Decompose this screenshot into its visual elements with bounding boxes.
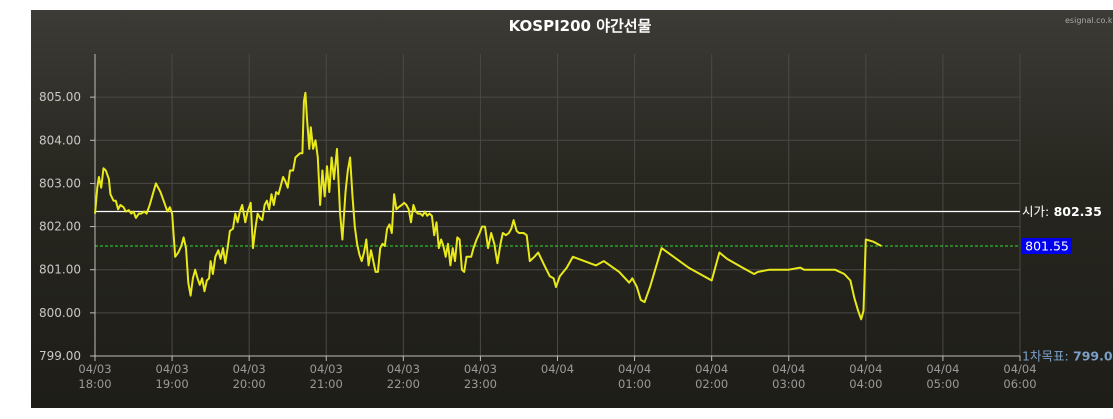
x-tick-date: 04/04	[772, 362, 805, 376]
grid	[94, 54, 1021, 357]
x-tick-time: 01:00	[618, 377, 651, 391]
y-tick-label: 801.00	[39, 263, 81, 277]
x-tick-date: 04/03	[156, 362, 189, 376]
x-tick-time: 02:00	[695, 377, 728, 391]
axes: 805.00 804.00 803.00 802.00 801.00 800.00 799.…	[39, 54, 1037, 391]
x-tick-date: 04/04	[849, 362, 882, 376]
x-tick-time: 21:00	[310, 377, 343, 391]
y-tick-label: 805.00	[39, 90, 81, 104]
annotation-layer: 시가: 802.35 801.55 1차목표: 799.00	[1022, 204, 1113, 364]
x-tick-time: 23:00	[464, 377, 497, 391]
x-tick-date: 04/03	[310, 362, 343, 376]
chart-source: esignal.co.kr	[1065, 16, 1113, 25]
y-tick-label: 803.00	[39, 176, 81, 190]
x-tick-time: 22:00	[387, 377, 420, 391]
chart-panel: KOSPI200 야간선물 esignal.co.kr 805.00 804.00…	[31, 10, 1113, 408]
x-tick-date: 04/03	[464, 362, 497, 376]
chart-title: KOSPI200 야간선물	[509, 17, 652, 35]
price-series-line	[94, 91, 882, 321]
chart-svg: KOSPI200 야간선물 esignal.co.kr 805.00 804.00…	[39, 16, 1113, 391]
y-tick-label: 800.00	[39, 306, 81, 320]
x-tick-time: 06:00	[1003, 377, 1036, 391]
y-tick-label: 802.00	[39, 220, 81, 234]
y-tick-label: 804.00	[39, 133, 81, 147]
x-tick-time: 03:00	[772, 377, 805, 391]
x-tick-date: 04/04	[1003, 362, 1036, 376]
x-tick-time: 05:00	[926, 377, 959, 391]
x-tick-time: 18:00	[78, 377, 111, 391]
x-tick-date: 04/04	[695, 362, 728, 376]
y-tick-label: 799.00	[39, 349, 81, 363]
x-tick-time: 20:00	[233, 377, 266, 391]
x-tick-date: 04/04	[541, 362, 574, 376]
x-tick-date: 04/03	[387, 362, 420, 376]
current-price-value: 801.55	[1025, 238, 1069, 253]
x-tick-date: 04/03	[78, 362, 111, 376]
target-price-annotation: 1차목표: 799.00	[1022, 349, 1113, 364]
x-tick-time: 04:00	[849, 377, 882, 391]
x-tick-time: 19:00	[156, 377, 189, 391]
current-price-badge	[1022, 237, 1072, 254]
open-price-annotation: 시가: 802.35	[1022, 204, 1102, 219]
x-tick-date: 04/04	[926, 362, 959, 376]
series-layer	[94, 91, 882, 321]
x-tick-date: 04/04	[618, 362, 651, 376]
x-tick-date: 04/03	[233, 362, 266, 376]
